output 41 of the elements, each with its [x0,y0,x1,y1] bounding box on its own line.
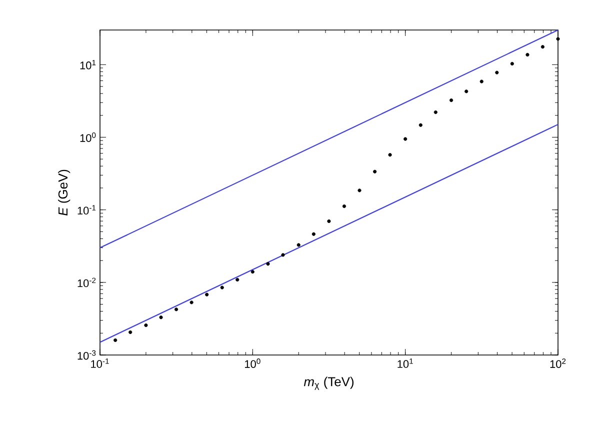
point [449,98,454,102]
point [114,338,118,342]
y-tick-label: 10$^{-3}$ [78,350,96,360]
point [418,123,422,127]
y-tick-label: 10$^{0}$ [80,132,96,142]
point [510,62,514,66]
point [342,204,346,208]
point [281,253,285,257]
point [296,243,300,247]
point [327,219,331,223]
point [464,90,468,94]
x-tick-label: 10$^{-1}$ [91,358,109,368]
point [556,37,560,41]
point [540,45,544,49]
point [526,52,530,57]
point [358,188,362,192]
point [404,137,408,141]
point [128,330,132,334]
point [220,286,224,290]
x-tick-label: 10$^{0}$ [245,358,260,368]
point [205,292,209,296]
point [236,278,240,282]
point [434,110,438,114]
point [250,270,254,274]
point [495,70,499,74]
point [190,300,194,304]
point [174,308,178,312]
y-tick-label: 10$^{-2}$ [78,278,96,288]
x-axis-title: m$_{χ}$ (TeV) [304,376,354,390]
point [312,232,316,236]
y-axis-title: E (GeV) [58,170,70,216]
point [144,323,148,328]
point [159,316,163,320]
y-tick-label: 10$^{1}$ [80,60,96,70]
point [388,153,392,157]
x-tick-label: 10$^{2}$ [550,358,566,368]
point [480,80,484,84]
point [373,170,377,174]
x-tick-label: 10$^{1}$ [398,358,413,368]
y-tick-label: 10$^{-1}$ [78,205,96,214]
point [266,262,270,266]
